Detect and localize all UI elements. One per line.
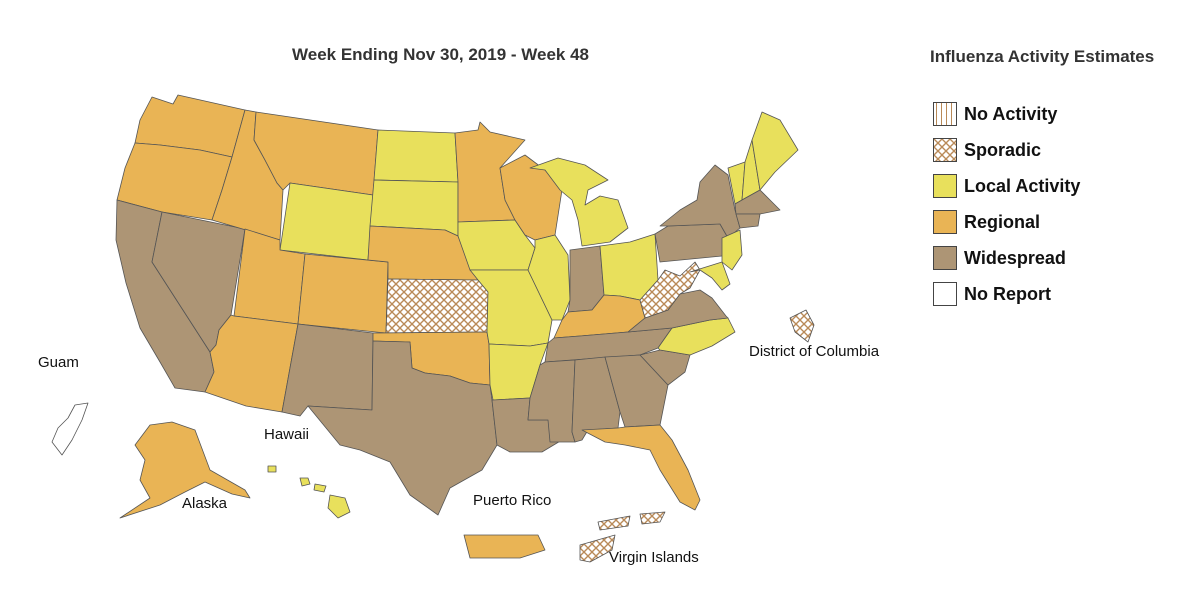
state-NM[interactable] (281, 323, 374, 417)
label-alaska: Alaska (182, 495, 228, 512)
sporadic-swatch (933, 138, 957, 162)
state-NJ[interactable] (721, 229, 743, 271)
state-HI-2[interactable] (299, 477, 311, 487)
state-CO[interactable] (297, 253, 389, 334)
regional-swatch (933, 210, 957, 234)
legend-label: Regional (964, 211, 1041, 232)
legend-label: No Activity (964, 103, 1058, 124)
legend-label: Widespread (964, 247, 1066, 268)
state-ME[interactable] (751, 111, 799, 191)
state-AK[interactable] (119, 421, 251, 519)
state-CT[interactable] (735, 213, 761, 229)
legend-item-regional: Regional (933, 204, 1080, 240)
state-TX[interactable] (307, 340, 498, 516)
state-FL[interactable] (581, 424, 701, 511)
label-dc: District of Columbia (749, 343, 880, 360)
state-SC[interactable] (639, 349, 691, 386)
state-AZ[interactable] (204, 314, 299, 413)
state-IL[interactable] (527, 234, 571, 321)
legend-item-widespread: Widespread (933, 240, 1080, 276)
state-WY[interactable] (279, 182, 374, 261)
legend-item-no-activity: No Activity (933, 96, 1080, 132)
label-virgin-islands: Virgin Islands (609, 549, 699, 566)
state-HI-3[interactable] (313, 483, 327, 493)
widespread-swatch (933, 246, 957, 270)
legend-label: No Report (964, 283, 1051, 304)
state-GU[interactable] (51, 402, 89, 456)
no-activity-swatch (933, 102, 957, 126)
state-PA[interactable] (654, 223, 729, 263)
state-NY[interactable] (659, 164, 741, 239)
state-KS[interactable] (385, 278, 489, 334)
legend-item-no-report: No Report (933, 276, 1080, 312)
state-VI-2[interactable] (597, 515, 631, 531)
state-MI[interactable] (529, 157, 629, 247)
label-hawaii: Hawaii (264, 426, 310, 443)
legend-item-local: Local Activity (933, 168, 1080, 204)
map-title: Week Ending Nov 30, 2019 - Week 48 (292, 45, 590, 64)
legend: No Activity Sporadic Local Activity Regi… (933, 96, 1080, 312)
state-HI-4[interactable] (267, 465, 277, 473)
legend-item-sporadic: Sporadic (933, 132, 1080, 168)
state-VI-3[interactable] (639, 511, 666, 525)
legend-label: Local Activity (964, 175, 1081, 196)
no-report-swatch (933, 282, 957, 306)
state-PR[interactable] (463, 534, 546, 559)
state-HI[interactable] (327, 494, 351, 519)
legend-label: Sporadic (964, 139, 1042, 160)
state-MD[interactable] (689, 261, 731, 291)
local-swatch (933, 174, 957, 198)
legend-title: Influenza Activity Estimates (930, 47, 1155, 66)
state-ND[interactable] (373, 129, 459, 183)
label-puerto-rico: Puerto Rico (473, 492, 552, 509)
state-DC[interactable] (789, 309, 815, 343)
label-guam: Guam (38, 354, 79, 371)
state-VI[interactable] (579, 534, 616, 563)
